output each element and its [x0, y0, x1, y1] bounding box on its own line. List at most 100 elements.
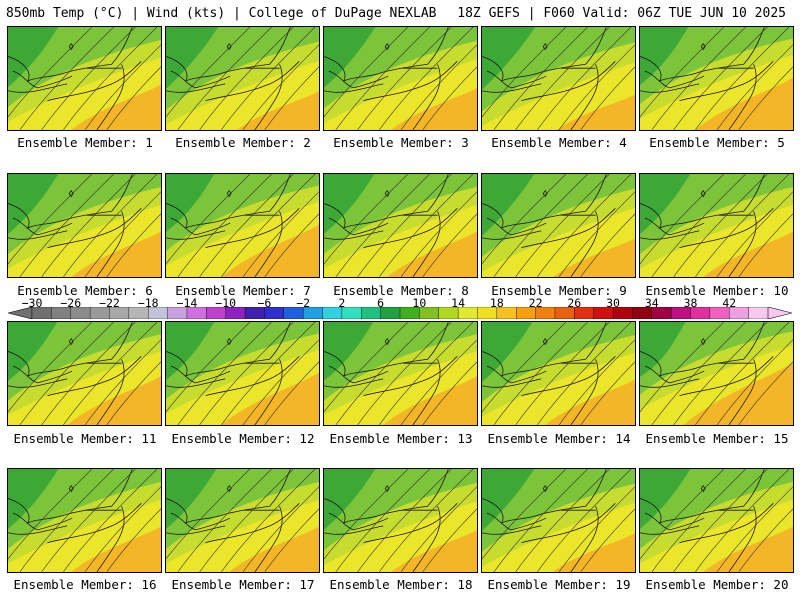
- ensemble-map-panel: [165, 468, 320, 573]
- header-valid-time: 18Z GEFS | F060 Valid: 06Z TUE JUN 10 20…: [457, 6, 786, 21]
- ensemble-map-panel: [7, 321, 162, 426]
- colorbar-tick-label: −22: [99, 296, 120, 310]
- colorbar-segment: [612, 307, 633, 319]
- colorbar-segment: [244, 307, 265, 319]
- colorbar-tick-label: −10: [215, 296, 237, 310]
- colorbar-segment: [593, 307, 614, 319]
- colorbar-tick-label: 6: [377, 296, 385, 310]
- colorbar-segment: [148, 307, 169, 319]
- colorbar-tick-label: −2: [296, 296, 311, 310]
- colorbar-segment: [709, 307, 730, 319]
- colorbar-segment: [651, 307, 672, 319]
- colorbar-labels: −30 −26 −22 −18 −14 −10 −6 −2 2 6 10 14 18 22 26 30 34 38…: [0, 296, 800, 310]
- colorbar-segment: [670, 307, 692, 319]
- ensemble-map-panel: [481, 468, 636, 573]
- ensemble-map-panel: [481, 26, 636, 131]
- colorbar-segment: [574, 307, 595, 319]
- colorbar-tick-label: 14: [451, 296, 466, 310]
- colorbar-tick-label: 18: [489, 296, 504, 310]
- ensemble-map-panel: [7, 26, 162, 131]
- colorbar-tick-label: −18: [137, 296, 159, 310]
- ensemble-member-label: Ensemble Member: 5: [649, 135, 785, 150]
- colorbar-segment: [31, 307, 52, 319]
- colorbar-segment: [70, 307, 91, 319]
- ensemble-member-label: Ensemble Member: 7: [175, 283, 311, 298]
- colorbar-tick-label: 26: [567, 296, 582, 310]
- ensemble-map-panel: [7, 173, 162, 278]
- colorbar-segment: [225, 307, 246, 319]
- ensemble-map-panel: [323, 26, 478, 131]
- ensemble-member-label: Ensemble Member: 9: [491, 283, 627, 298]
- colorbar-segment: [361, 307, 382, 319]
- ensemble-map-panel: [323, 468, 478, 573]
- colorbar-segment: [302, 307, 324, 319]
- colorbar-segment: [516, 307, 537, 319]
- colorbar-segment: [109, 307, 130, 319]
- colorbar-segment: [632, 307, 653, 319]
- colorbar-segment: [535, 307, 556, 319]
- ensemble-member-label: Ensemble Member: 20: [645, 577, 789, 592]
- colorbar-segment: [128, 307, 149, 319]
- ensemble-member-label: Ensemble Member: 6: [17, 283, 153, 298]
- ensemble-map-panel: [481, 321, 636, 426]
- ensemble-map-panel: [7, 468, 162, 573]
- colorbar-segment: [748, 307, 769, 319]
- ensemble-member-label: Ensemble Member: 8: [333, 283, 469, 298]
- colorbar-segment: [496, 307, 517, 319]
- temperature-colorbar: [8, 307, 792, 319]
- colorbar-tick-label: −30: [21, 296, 43, 310]
- ensemble-member-label: Ensemble Member: 12: [171, 431, 315, 446]
- colorbar-tick-label: 30: [606, 296, 620, 310]
- ensemble-member-label: Ensemble Member: 2: [175, 135, 311, 150]
- ensemble-member-label: Ensemble Member: 4: [491, 135, 627, 150]
- ensemble-map-panel: [165, 173, 320, 278]
- colorbar-segment: [457, 307, 478, 319]
- colorbar-tick-label: −14: [176, 296, 198, 310]
- colorbar-segment: [186, 307, 207, 319]
- colorbar-segment: [341, 307, 362, 319]
- colorbar-segment: [322, 307, 343, 319]
- colorbar-segment: [477, 307, 498, 319]
- colorbar-tick-label: −26: [60, 296, 82, 310]
- colorbar-tick-label: 38: [683, 296, 698, 310]
- colorbar-right-arrow: [767, 307, 792, 319]
- colorbar-segment: [419, 307, 440, 319]
- colorbar-segment: [167, 307, 188, 319]
- colorbar-segment: [438, 307, 459, 319]
- ensemble-member-label: Ensemble Member: 16: [13, 577, 157, 592]
- ensemble-map-panel: [481, 173, 636, 278]
- colorbar-tick-label: 2: [338, 296, 346, 310]
- ensemble-member-label: Ensemble Member: 17: [171, 577, 315, 592]
- colorbar-segment: [206, 307, 227, 319]
- colorbar-segment: [283, 307, 304, 319]
- ensemble-map-panel: [639, 321, 794, 426]
- ensemble-map-panel: [639, 173, 794, 278]
- ensemble-member-label: Ensemble Member: 19: [487, 577, 631, 592]
- ensemble-map-panel: [165, 26, 320, 131]
- colorbar-segment: [380, 307, 401, 319]
- ensemble-member-label: Ensemble Member: 13: [329, 431, 473, 446]
- colorbar-tick-label: 10: [412, 296, 427, 310]
- colorbar-tick-label: 42: [722, 296, 737, 310]
- colorbar-segment: [729, 307, 750, 319]
- colorbar-tick-label: 34: [644, 296, 659, 310]
- ensemble-map-panel: [323, 173, 478, 278]
- colorbar-segment: [264, 307, 285, 319]
- colorbar-segment: [399, 307, 420, 319]
- ensemble-member-label: Ensemble Member: 15: [645, 431, 789, 446]
- colorbar-segment: [51, 307, 72, 319]
- colorbar-tick-label: 22: [528, 296, 543, 310]
- header-title: 850mb Temp (°C) | Wind (kts) | College o…: [6, 6, 437, 21]
- ensemble-member-label: Ensemble Member: 1: [17, 135, 153, 150]
- colorbar-left-arrow: [8, 307, 33, 319]
- ensemble-member-label: Ensemble Member: 10: [645, 283, 789, 298]
- ensemble-map-panel: [639, 468, 794, 573]
- ensemble-map-panel: [323, 321, 478, 426]
- colorbar-segment: [554, 307, 575, 319]
- ensemble-member-label: Ensemble Member: 18: [329, 577, 473, 592]
- ensemble-member-label: Ensemble Member: 14: [487, 431, 631, 446]
- ensemble-member-label: Ensemble Member: 3: [333, 135, 469, 150]
- ensemble-map-panel: [165, 321, 320, 426]
- ensemble-map-panel: [639, 26, 794, 131]
- colorbar-segment: [89, 307, 110, 319]
